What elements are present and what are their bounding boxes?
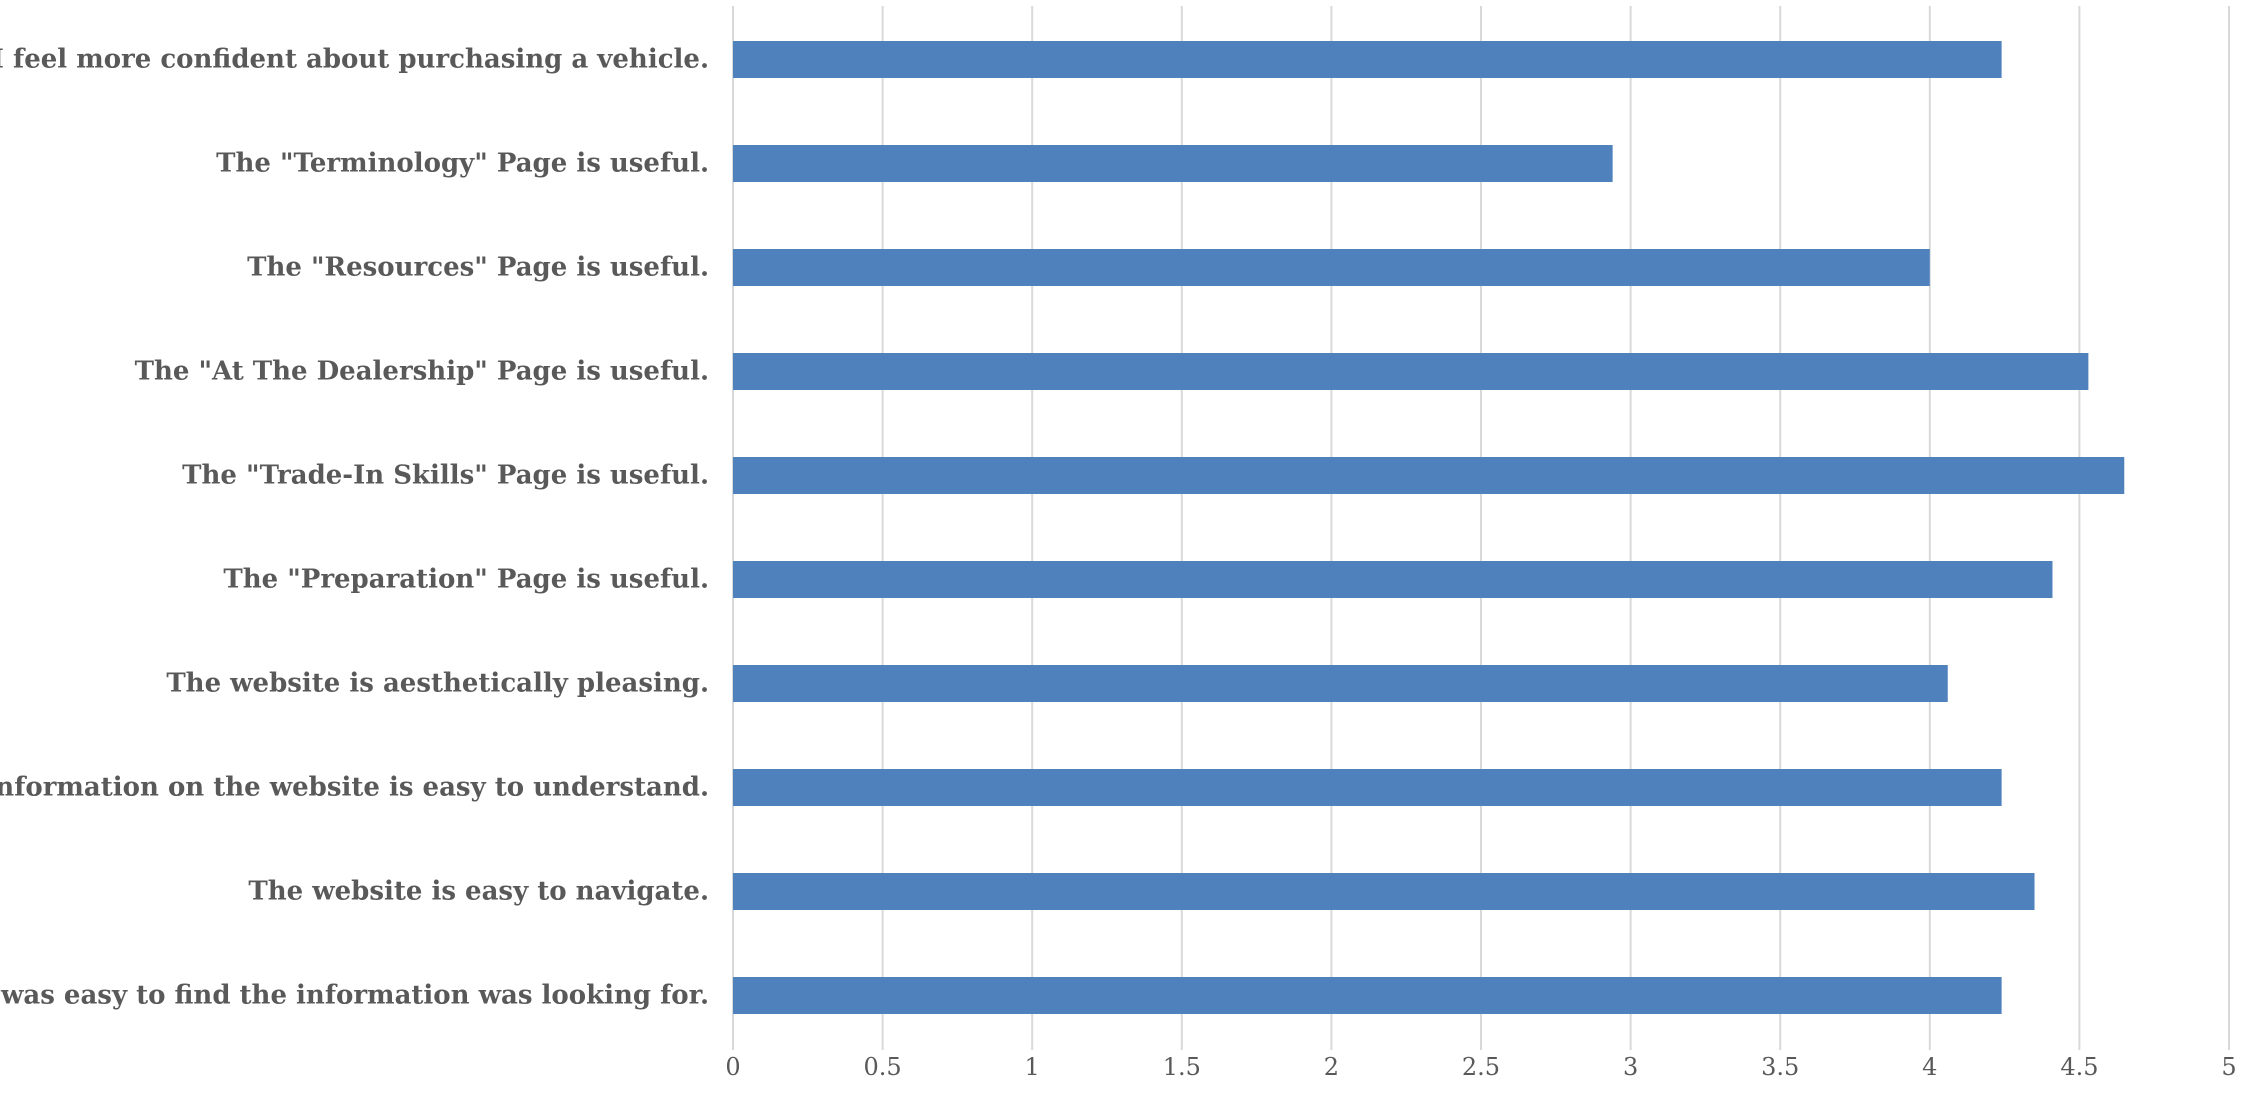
category-label: The "Preparation" Page is useful. — [223, 565, 709, 595]
category-label: The information on the website is easy t… — [0, 773, 709, 803]
bar — [733, 873, 2035, 910]
x-tick-label: 1.5 — [1163, 1053, 1201, 1081]
bar — [733, 353, 2089, 390]
category-label: The website is easy to navigate. — [248, 877, 709, 907]
bar — [733, 249, 1930, 286]
bar — [733, 977, 2002, 1014]
category-labels: I feel more confident about purchasing a… — [0, 45, 709, 1011]
x-tick-label: 4.5 — [2060, 1053, 2098, 1081]
x-tick-label: 0.5 — [864, 1053, 902, 1081]
category-label: It was easy to find the information was … — [0, 981, 709, 1011]
bar — [733, 561, 2053, 598]
bar — [733, 145, 1613, 182]
x-tick-label: 0 — [725, 1053, 740, 1081]
bar — [733, 41, 2002, 78]
x-tick-label: 3.5 — [1761, 1053, 1799, 1081]
category-label: The "Resources" Page is useful. — [247, 253, 709, 283]
bar — [733, 457, 2125, 494]
category-label: I feel more confident about purchasing a… — [0, 45, 709, 75]
category-label: The "Trade-In Skills" Page is useful. — [182, 461, 709, 491]
bars — [733, 41, 2125, 1014]
category-label: The "Terminology" Page is useful. — [216, 149, 709, 179]
x-tick-label: 2.5 — [1462, 1053, 1500, 1081]
x-tick-label: 4 — [1922, 1053, 1937, 1081]
category-label: The website is aesthetically pleasing. — [166, 669, 709, 699]
bar — [733, 665, 1948, 702]
x-tick-label: 2 — [1324, 1053, 1339, 1081]
category-label: The "At The Dealership" Page is useful. — [135, 357, 709, 387]
x-axis-tick-labels: 0 0.5 1 1.5 2 2.5 3 3.5 4 4.5 5 — [725, 1053, 2236, 1081]
x-tick-label: 5 — [2221, 1053, 2236, 1081]
x-tick-label: 1 — [1025, 1053, 1040, 1081]
x-tick-label: 3 — [1623, 1053, 1638, 1081]
bar — [733, 769, 2002, 806]
